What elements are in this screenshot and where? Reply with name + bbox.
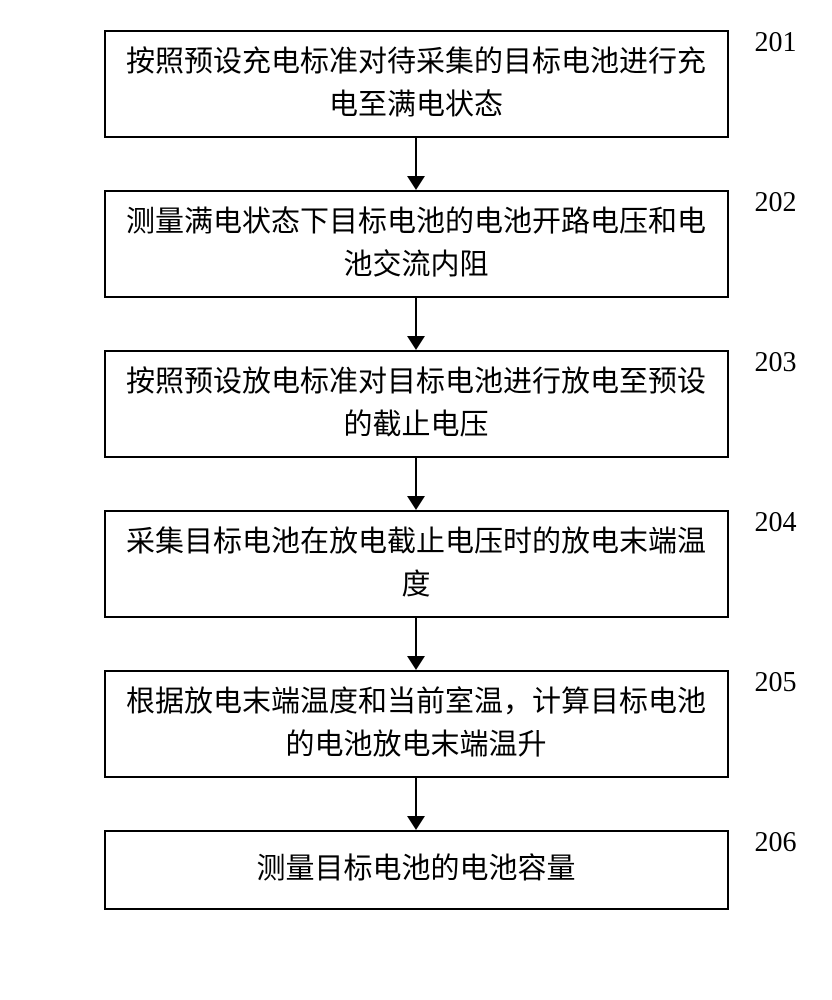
step-label-3: 203 [755, 342, 797, 384]
step-text-4: 采集目标电池在放电截止电压时的放电末端温度 [106, 521, 727, 608]
step-box-1: 按照预设充电标准对待采集的目标电池进行充电至满电状态 201 [104, 30, 729, 138]
arrow-line-icon [415, 298, 417, 336]
step-text-2: 测量满电状态下目标电池的电池开路电压和电池交流内阻 [106, 201, 727, 288]
arrow-2 [407, 298, 425, 350]
step-text-6: 测量目标电池的电池容量 [246, 848, 585, 892]
flowchart-container: 按照预设充电标准对待采集的目标电池进行充电至满电状态 201 测量满电状态下目标… [0, 30, 832, 910]
step-label-4: 204 [755, 502, 797, 544]
arrow-3 [407, 458, 425, 510]
step-label-1: 201 [755, 22, 797, 64]
arrow-1 [407, 138, 425, 190]
arrow-4 [407, 618, 425, 670]
step-label-6: 206 [755, 822, 797, 864]
step-label-5: 205 [755, 662, 797, 704]
arrow-5 [407, 778, 425, 830]
arrow-line-icon [415, 778, 417, 816]
step-text-3: 按照预设放电标准对目标电池进行放电至预设的截止电压 [106, 361, 727, 448]
arrow-head-icon [407, 336, 425, 350]
arrow-line-icon [415, 138, 417, 176]
step-box-5: 根据放电末端温度和当前室温，计算目标电池的电池放电末端温升 205 [104, 670, 729, 778]
step-text-1: 按照预设充电标准对待采集的目标电池进行充电至满电状态 [106, 41, 727, 128]
step-box-2: 测量满电状态下目标电池的电池开路电压和电池交流内阻 202 [104, 190, 729, 298]
step-box-3: 按照预设放电标准对目标电池进行放电至预设的截止电压 203 [104, 350, 729, 458]
step-label-2: 202 [755, 182, 797, 224]
arrow-line-icon [415, 618, 417, 656]
arrow-line-icon [415, 458, 417, 496]
arrow-head-icon [407, 656, 425, 670]
arrow-head-icon [407, 176, 425, 190]
step-box-4: 采集目标电池在放电截止电压时的放电末端温度 204 [104, 510, 729, 618]
arrow-head-icon [407, 816, 425, 830]
arrow-head-icon [407, 496, 425, 510]
step-text-5: 根据放电末端温度和当前室温，计算目标电池的电池放电末端温升 [106, 681, 727, 768]
step-box-6: 测量目标电池的电池容量 206 [104, 830, 729, 910]
